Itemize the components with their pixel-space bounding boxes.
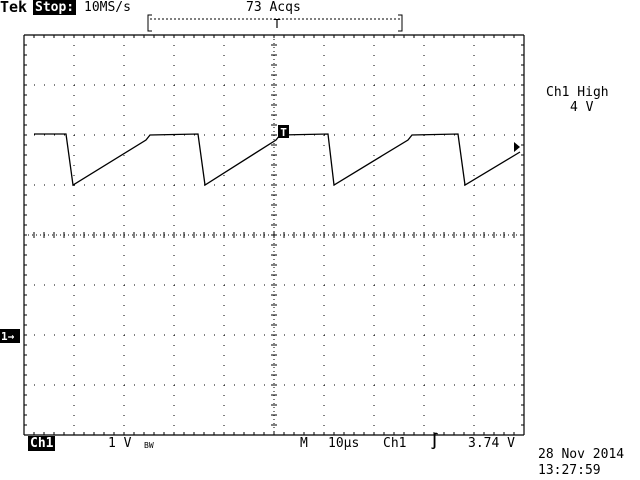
timebase-label: M [300, 436, 308, 451]
capture-time: 13:27:59 [538, 463, 601, 478]
ch1-waveform [34, 133, 521, 187]
bandwidth-limit-icon: BW [144, 441, 154, 450]
acquisition-count: 73 Acqs [246, 0, 301, 15]
record-view-bracket: T [147, 14, 403, 32]
brand-logo: Tek [0, 0, 28, 16]
run-state-badge: Stop: [33, 0, 77, 15]
graticule [23, 34, 525, 436]
measurement-label: Ch1 High [546, 85, 609, 100]
trigger-source: Ch1 [383, 436, 407, 451]
volts-per-div: 1 V [108, 436, 132, 451]
sample-rate: 10MS/s [84, 0, 131, 15]
trigger-position-marker: T [273, 17, 280, 31]
capture-date: 28 Nov 2014 [538, 447, 625, 462]
channel-badge: Ch1 [28, 436, 56, 451]
svg-text:T: T [280, 126, 287, 139]
channel1-ground-marker: 1→ [0, 329, 20, 343]
trigger-level: 3.74 V [468, 436, 515, 451]
svg-text:1→: 1→ [1, 330, 15, 343]
measurement-value: 4 V [570, 100, 594, 115]
rising-edge-icon: ∫ [430, 432, 440, 450]
trigger-level-arrow [514, 142, 520, 152]
trigger-level-flag: T [278, 125, 289, 139]
time-per-div: 10μs [328, 436, 360, 451]
